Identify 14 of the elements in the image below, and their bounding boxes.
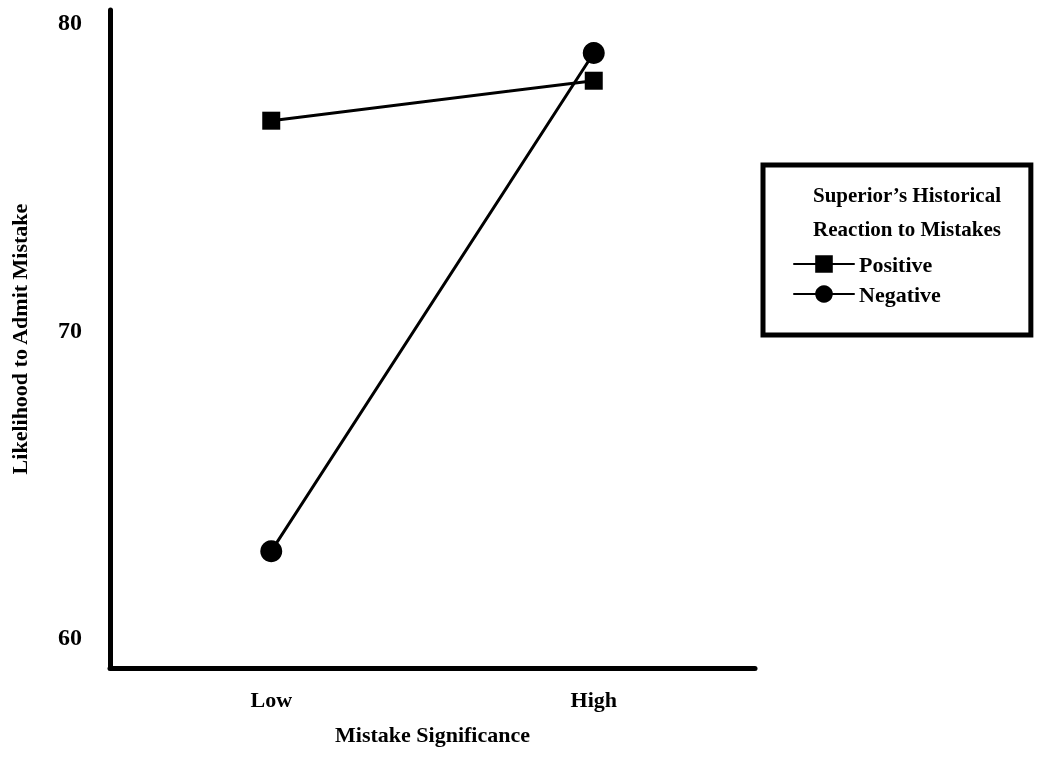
point <box>584 71 603 90</box>
legend-label: Positive <box>859 251 933 277</box>
point <box>260 540 283 563</box>
point <box>582 42 605 65</box>
y-tick-label: 60 <box>58 624 82 651</box>
legend-label: Negative <box>859 281 942 307</box>
x-tick-label: Low <box>250 686 293 712</box>
point <box>262 111 281 130</box>
y-tick-label: 70 <box>58 316 82 343</box>
y-axis-title: Likelihood to Admit Mistake <box>6 203 32 475</box>
legend-title: Superior’s Historical Reaction to Mistakes <box>813 183 1002 241</box>
x-tick-label: High <box>570 686 617 712</box>
x-axis-title: Mistake Significance <box>335 721 531 747</box>
y-tick-label: 80 <box>58 9 82 36</box>
